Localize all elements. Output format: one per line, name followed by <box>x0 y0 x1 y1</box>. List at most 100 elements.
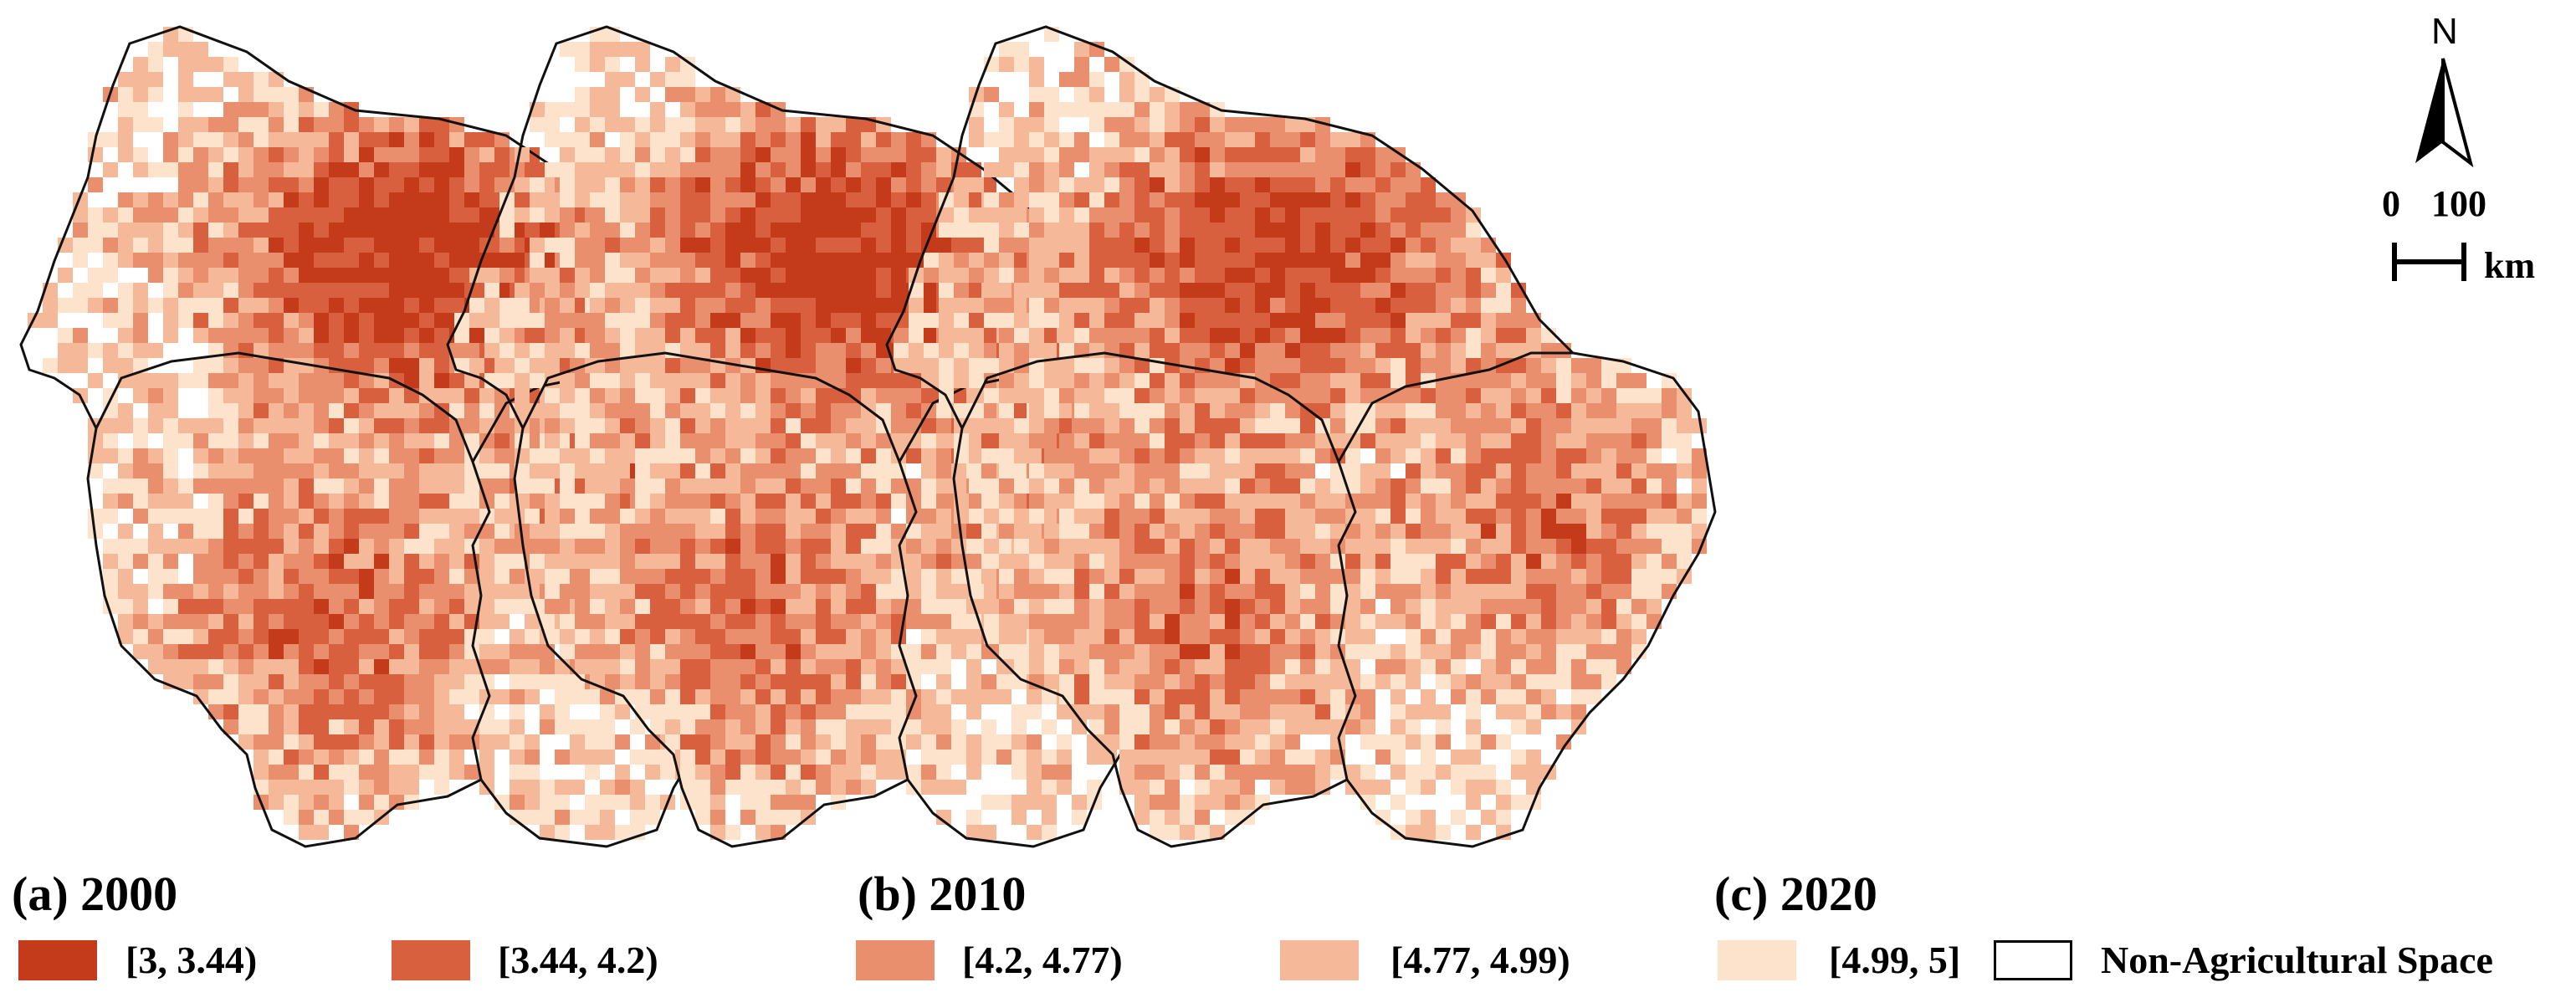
raster-cell <box>1087 433 1102 448</box>
raster-cell <box>1556 433 1571 448</box>
raster-cell <box>635 554 650 569</box>
raster-cell <box>314 750 329 765</box>
raster-cell <box>1315 283 1330 298</box>
raster-cell <box>148 463 163 478</box>
raster-cell <box>284 765 299 780</box>
raster-cell <box>148 509 163 524</box>
raster-cell <box>846 599 861 614</box>
raster-cell <box>740 689 755 704</box>
raster-cell <box>1421 207 1436 223</box>
raster-cell <box>695 674 710 689</box>
raster-cell <box>1029 132 1044 147</box>
raster-cell <box>1029 72 1044 87</box>
raster-cell <box>725 539 740 554</box>
raster-cell <box>615 780 630 795</box>
raster-cell <box>223 433 238 448</box>
raster-cell <box>999 268 1014 283</box>
raster-cell <box>404 418 419 433</box>
raster-cell <box>1104 57 1119 72</box>
raster-cell <box>359 433 374 448</box>
raster-cell <box>314 132 329 147</box>
raster-cell <box>1044 584 1059 599</box>
raster-cell <box>540 539 555 554</box>
raster-cell <box>846 554 861 569</box>
raster-cell <box>299 283 314 298</box>
raster-cell <box>590 298 605 313</box>
raster-cell <box>545 328 560 343</box>
raster-cell <box>1375 584 1390 599</box>
raster-cell <box>695 584 710 599</box>
raster-cell <box>801 569 816 584</box>
raster-cell <box>494 644 510 659</box>
raster-cell <box>299 403 314 418</box>
raster-cell <box>846 765 861 780</box>
raster-cell <box>223 313 238 328</box>
raster-cell <box>1240 192 1255 207</box>
raster-cell <box>389 268 404 283</box>
raster-cell <box>1011 629 1027 644</box>
raster-cell <box>359 403 374 418</box>
raster-cell <box>1074 132 1089 147</box>
raster-cell <box>906 614 921 629</box>
raster-cell <box>665 644 680 659</box>
raster-cell <box>921 750 936 765</box>
raster-cell <box>831 418 846 433</box>
raster-cell <box>740 478 755 494</box>
raster-cell <box>1014 554 1029 569</box>
raster-cell <box>555 569 570 584</box>
raster-cell <box>1150 87 1165 102</box>
raster-cell <box>299 795 314 810</box>
raster-cell <box>314 268 329 283</box>
raster-cell <box>238 403 254 418</box>
raster-cell <box>1360 268 1375 283</box>
raster-cell <box>710 207 725 223</box>
raster-cell <box>1074 298 1089 313</box>
raster-cell <box>936 659 951 674</box>
raster-cell <box>575 313 590 328</box>
raster-cell <box>1360 373 1375 388</box>
raster-cell <box>1134 584 1150 599</box>
raster-cell <box>906 599 921 614</box>
raster-cell <box>404 162 419 177</box>
raster-cell <box>1150 388 1165 403</box>
raster-cell <box>891 253 906 268</box>
raster-cell <box>1631 539 1646 554</box>
raster-cell <box>344 719 359 734</box>
raster-cell <box>1059 132 1074 147</box>
raster-cell <box>1285 268 1300 283</box>
raster-cell <box>861 358 876 373</box>
raster-cell <box>575 132 590 147</box>
raster-cell <box>620 644 635 659</box>
raster-cell <box>650 539 665 554</box>
raster-cell <box>178 238 193 253</box>
raster-cell <box>1330 162 1345 177</box>
raster-cell <box>178 313 193 328</box>
raster-cell <box>419 494 434 509</box>
raster-cell <box>1285 569 1300 584</box>
raster-cell <box>208 147 223 162</box>
raster-cell <box>434 524 449 539</box>
raster-cell <box>1180 207 1195 223</box>
raster-cell <box>909 328 924 343</box>
raster-cell <box>801 238 816 253</box>
raster-cell <box>665 403 680 418</box>
raster-cell <box>419 659 434 674</box>
raster-cell <box>1027 765 1042 780</box>
raster-cell <box>1390 524 1406 539</box>
raster-cell <box>1165 373 1180 388</box>
raster-cell <box>1270 207 1285 223</box>
raster-cell <box>1300 343 1315 358</box>
raster-cell <box>635 509 650 524</box>
raster-cell <box>1436 388 1451 403</box>
raster-cell <box>921 569 936 584</box>
raster-cell <box>404 177 419 192</box>
raster-cell <box>434 478 449 494</box>
raster-cell <box>193 87 208 102</box>
raster-cell <box>891 283 906 298</box>
raster-cell <box>680 207 695 223</box>
raster-cell <box>909 313 924 328</box>
raster-cell <box>299 719 314 734</box>
raster-cell <box>1360 433 1375 448</box>
raster-cell <box>419 765 434 780</box>
raster-cell <box>755 132 771 147</box>
